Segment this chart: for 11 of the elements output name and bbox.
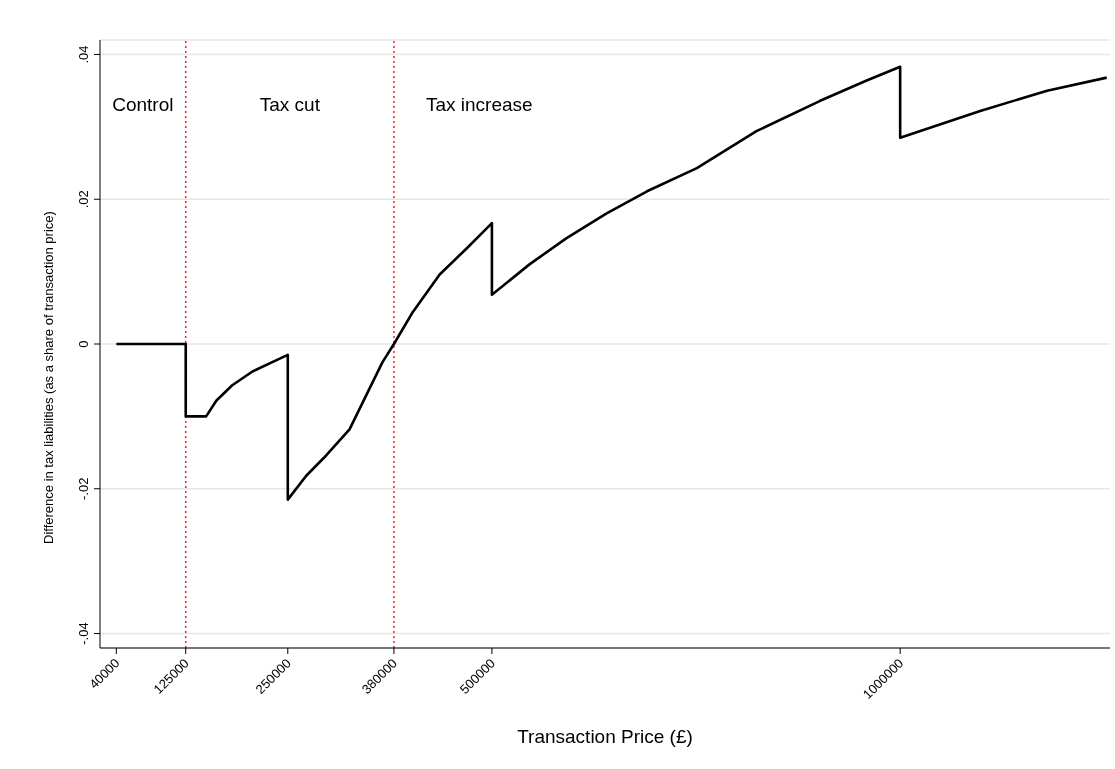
y-tick-label: 0: [76, 340, 91, 348]
y-tick-label: -.02: [76, 477, 91, 500]
x-axis-title: Transaction Price (£): [517, 726, 693, 748]
annotation: Control: [112, 94, 174, 116]
y-tick-label: -.04: [76, 622, 91, 645]
y-tick-label: .04: [76, 45, 91, 64]
y-axis-title: Difference in tax liabilities (as a share of transaction price): [40, 211, 56, 544]
annotation: Tax increase: [425, 94, 533, 116]
line-series: [115, 65, 1109, 501]
annotation: Tax cut: [259, 94, 321, 116]
y-tick-label: .02: [76, 190, 91, 209]
